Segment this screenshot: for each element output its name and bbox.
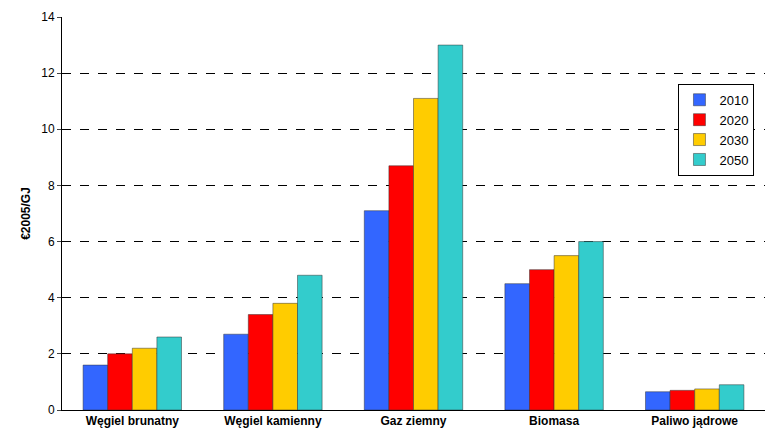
svg-text:8: 8 — [48, 179, 55, 193]
svg-text:Biomasa: Biomasa — [529, 414, 579, 428]
svg-text:6: 6 — [48, 235, 55, 249]
svg-text:Paliwo jądrowe: Paliwo jądrowe — [651, 414, 738, 428]
svg-text:14: 14 — [41, 10, 55, 24]
svg-text:2020: 2020 — [719, 113, 748, 128]
svg-text:4: 4 — [48, 291, 55, 305]
svg-text:2: 2 — [48, 347, 55, 361]
svg-text:12: 12 — [41, 66, 55, 80]
svg-text:€2005/GJ: €2005/GJ — [19, 187, 33, 240]
svg-text:Węgiel brunatny: Węgiel brunatny — [86, 414, 180, 428]
svg-text:10: 10 — [41, 122, 55, 136]
svg-text:0: 0 — [48, 403, 55, 417]
svg-text:2010: 2010 — [719, 93, 748, 108]
svg-text:Węgiel kamienny: Węgiel kamienny — [224, 414, 322, 428]
svg-text:2030: 2030 — [719, 133, 748, 148]
svg-text:2050: 2050 — [719, 153, 748, 168]
svg-text:Gaz ziemny: Gaz ziemny — [380, 414, 446, 428]
